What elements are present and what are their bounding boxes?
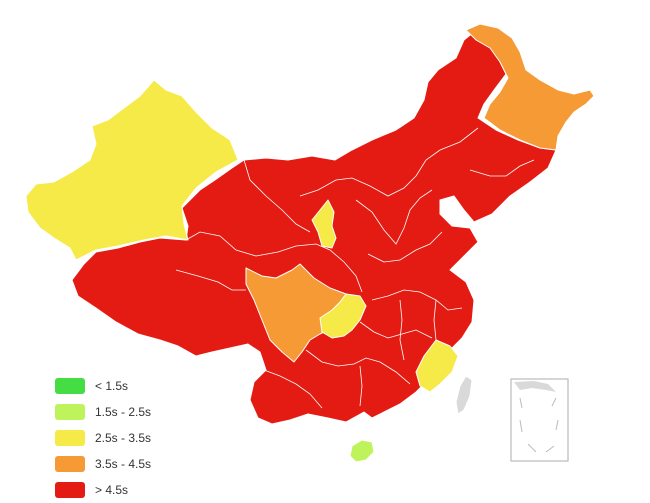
border-line	[367, 231, 443, 263]
border-line	[359, 321, 433, 339]
dash-segment	[519, 419, 523, 433]
border-line	[175, 269, 246, 291]
border-line	[243, 159, 311, 233]
map-region-xinjiang[interactable]	[25, 79, 239, 261]
inset-dash-line	[519, 397, 559, 453]
map-region-chongqing[interactable]	[319, 293, 367, 339]
inset-frame	[510, 378, 569, 462]
border-line	[263, 369, 323, 409]
map-region-hainan[interactable]	[349, 439, 375, 463]
south-china-sea-inset	[510, 378, 569, 462]
legend-item-2-5s-3-5s[interactable]: 2.5s - 3.5s	[55, 425, 255, 451]
border-line	[399, 299, 405, 361]
legend-label: < 1.5s	[95, 379, 129, 393]
legend-swatch	[55, 378, 85, 394]
map-region-fujian[interactable]	[415, 339, 459, 393]
legend-item-gt-4-5s[interactable]: > 4.5s	[55, 477, 255, 503]
legend-label: 1.5s - 2.5s	[95, 405, 152, 419]
legend-swatch	[55, 456, 85, 472]
legend-item-1-5s-2-5s[interactable]: 1.5s - 2.5s	[55, 399, 255, 425]
legend-item-3-5s-4-5s[interactable]: 3.5s - 4.5s	[55, 451, 255, 477]
dash-segment	[527, 443, 537, 453]
legend: < 1.5s 1.5s - 2.5s 2.5s - 3.5s 3.5s - 4.…	[55, 373, 255, 503]
map-region-ningxia[interactable]	[311, 199, 337, 249]
legend-label: 2.5s - 3.5s	[95, 431, 152, 445]
legend-swatch	[55, 404, 85, 420]
border-line	[371, 289, 463, 311]
inset-coast	[514, 381, 556, 392]
province-borders	[175, 127, 535, 409]
map-region-taiwan[interactable]	[455, 375, 473, 415]
dash-segment	[519, 397, 523, 409]
legend-swatch	[55, 482, 85, 498]
border-line	[185, 231, 363, 293]
dash-segment	[551, 397, 557, 407]
border-line	[355, 189, 433, 245]
map-region-heilongjiang[interactable]	[465, 23, 595, 151]
dash-segment	[545, 445, 555, 453]
border-line	[359, 365, 363, 407]
border-line	[469, 159, 535, 177]
border-line	[305, 349, 411, 385]
border-line	[433, 299, 437, 341]
legend-swatch	[55, 430, 85, 446]
border-line	[299, 127, 479, 197]
legend-label: > 4.5s	[95, 483, 129, 497]
legend-label: 3.5s - 4.5s	[95, 457, 152, 471]
dash-segment	[555, 419, 559, 431]
legend-item-lt-1-5s[interactable]: < 1.5s	[55, 373, 255, 399]
